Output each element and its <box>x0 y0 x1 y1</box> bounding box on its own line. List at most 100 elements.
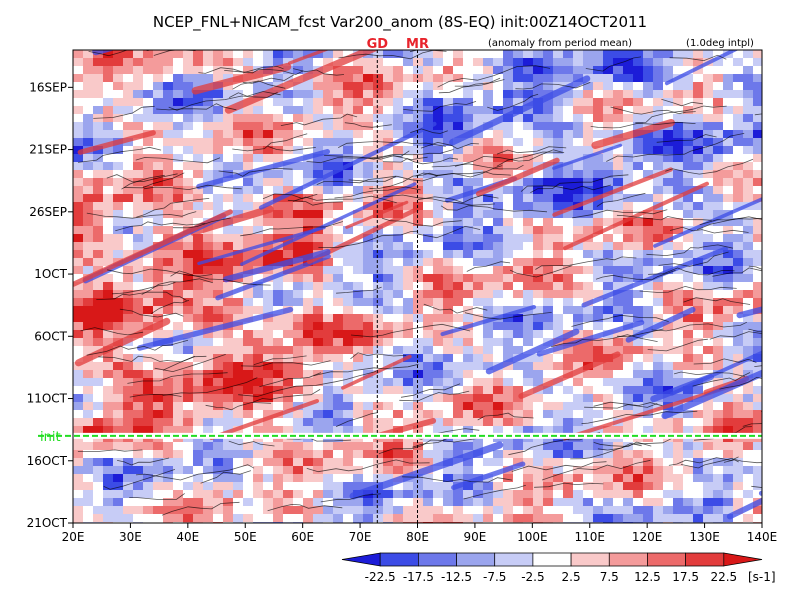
field-cell <box>623 138 634 147</box>
field-cell <box>573 58 584 67</box>
field-cell <box>713 346 724 355</box>
field-cell <box>103 474 114 483</box>
field-cell <box>153 354 164 363</box>
field-cell <box>253 138 264 147</box>
field-cell <box>303 354 314 363</box>
field-cell <box>83 162 94 171</box>
field-cell <box>663 482 674 491</box>
field-cell <box>673 130 684 139</box>
field-cell <box>303 210 314 219</box>
field-cell <box>223 98 234 107</box>
contour-line <box>154 354 226 373</box>
field-cell <box>273 314 284 323</box>
chart-subtitle-left: (anomaly from period mean) <box>488 38 632 49</box>
field-cell <box>243 498 254 507</box>
field-cell <box>113 186 124 195</box>
field-cell <box>163 154 174 163</box>
field-cell <box>533 146 544 155</box>
field-cell <box>483 170 494 179</box>
field-cell <box>553 146 564 155</box>
field-cell <box>353 90 364 99</box>
contour-line <box>515 82 591 90</box>
field-cell <box>363 178 374 187</box>
field-cell <box>533 298 544 307</box>
field-cell <box>273 178 284 187</box>
field-cell <box>473 218 484 227</box>
field-cell <box>303 218 314 227</box>
field-cell <box>93 290 104 299</box>
field-cell <box>463 186 474 195</box>
field-cell <box>353 122 364 131</box>
field-cell <box>83 474 94 483</box>
field-cell <box>143 50 154 59</box>
field-cell <box>653 130 664 139</box>
field-cell <box>473 386 484 395</box>
field-cell <box>133 226 144 235</box>
field-cell <box>363 274 374 283</box>
field-cell <box>533 506 544 515</box>
field-cell <box>323 162 334 171</box>
field-cell <box>113 474 124 483</box>
field-cell <box>353 314 364 323</box>
field-cell <box>173 154 184 163</box>
field-cell <box>683 314 694 323</box>
field-cell <box>743 178 754 187</box>
field-cell <box>213 170 224 179</box>
field-cell <box>323 210 334 219</box>
field-cell <box>153 210 164 219</box>
field-cell <box>483 138 494 147</box>
field-cell <box>313 114 324 123</box>
field-cell <box>703 50 714 59</box>
field-cell <box>243 346 254 355</box>
field-cell <box>353 450 364 459</box>
field-cell <box>713 314 724 323</box>
field-cell <box>573 162 584 171</box>
field-cell <box>483 498 494 507</box>
contour-line <box>709 331 762 340</box>
field-cell <box>203 402 214 411</box>
field-cell <box>123 178 134 187</box>
field-cell <box>373 106 384 115</box>
contour-line <box>96 291 187 301</box>
field-cell <box>103 74 114 83</box>
field-cell <box>443 210 454 219</box>
field-cell <box>463 74 474 83</box>
field-cell <box>393 346 404 355</box>
field-cell <box>363 290 374 299</box>
field-cell <box>223 226 234 235</box>
field-cell <box>693 130 704 139</box>
field-cell <box>203 426 214 435</box>
field-cell <box>573 458 584 467</box>
field-cell <box>743 418 754 427</box>
field-cell <box>263 74 274 83</box>
field-cell <box>173 370 184 379</box>
field-cell <box>313 186 324 195</box>
field-cell <box>643 322 654 331</box>
field-cell <box>123 498 134 507</box>
field-cell <box>93 474 104 483</box>
field-cell <box>673 114 684 123</box>
field-cell <box>283 402 294 411</box>
field-cell <box>633 426 644 435</box>
x-tick-label: 90E <box>463 530 486 544</box>
field-cell <box>233 378 244 387</box>
field-cell <box>413 82 424 91</box>
field-cell <box>463 282 474 291</box>
field-cell <box>663 202 674 211</box>
field-cell <box>633 170 644 179</box>
field-cell <box>263 386 274 395</box>
field-cell <box>573 114 584 123</box>
field-cell <box>533 194 544 203</box>
field-cell <box>483 426 494 435</box>
field-cell <box>403 322 414 331</box>
field-cell <box>183 194 194 203</box>
field-cell <box>253 514 264 523</box>
field-cell <box>393 298 404 307</box>
contour-line <box>669 54 727 62</box>
field-cell <box>203 282 214 291</box>
field-cell <box>293 498 304 507</box>
field-cell <box>403 250 414 259</box>
field-cell <box>363 242 374 251</box>
